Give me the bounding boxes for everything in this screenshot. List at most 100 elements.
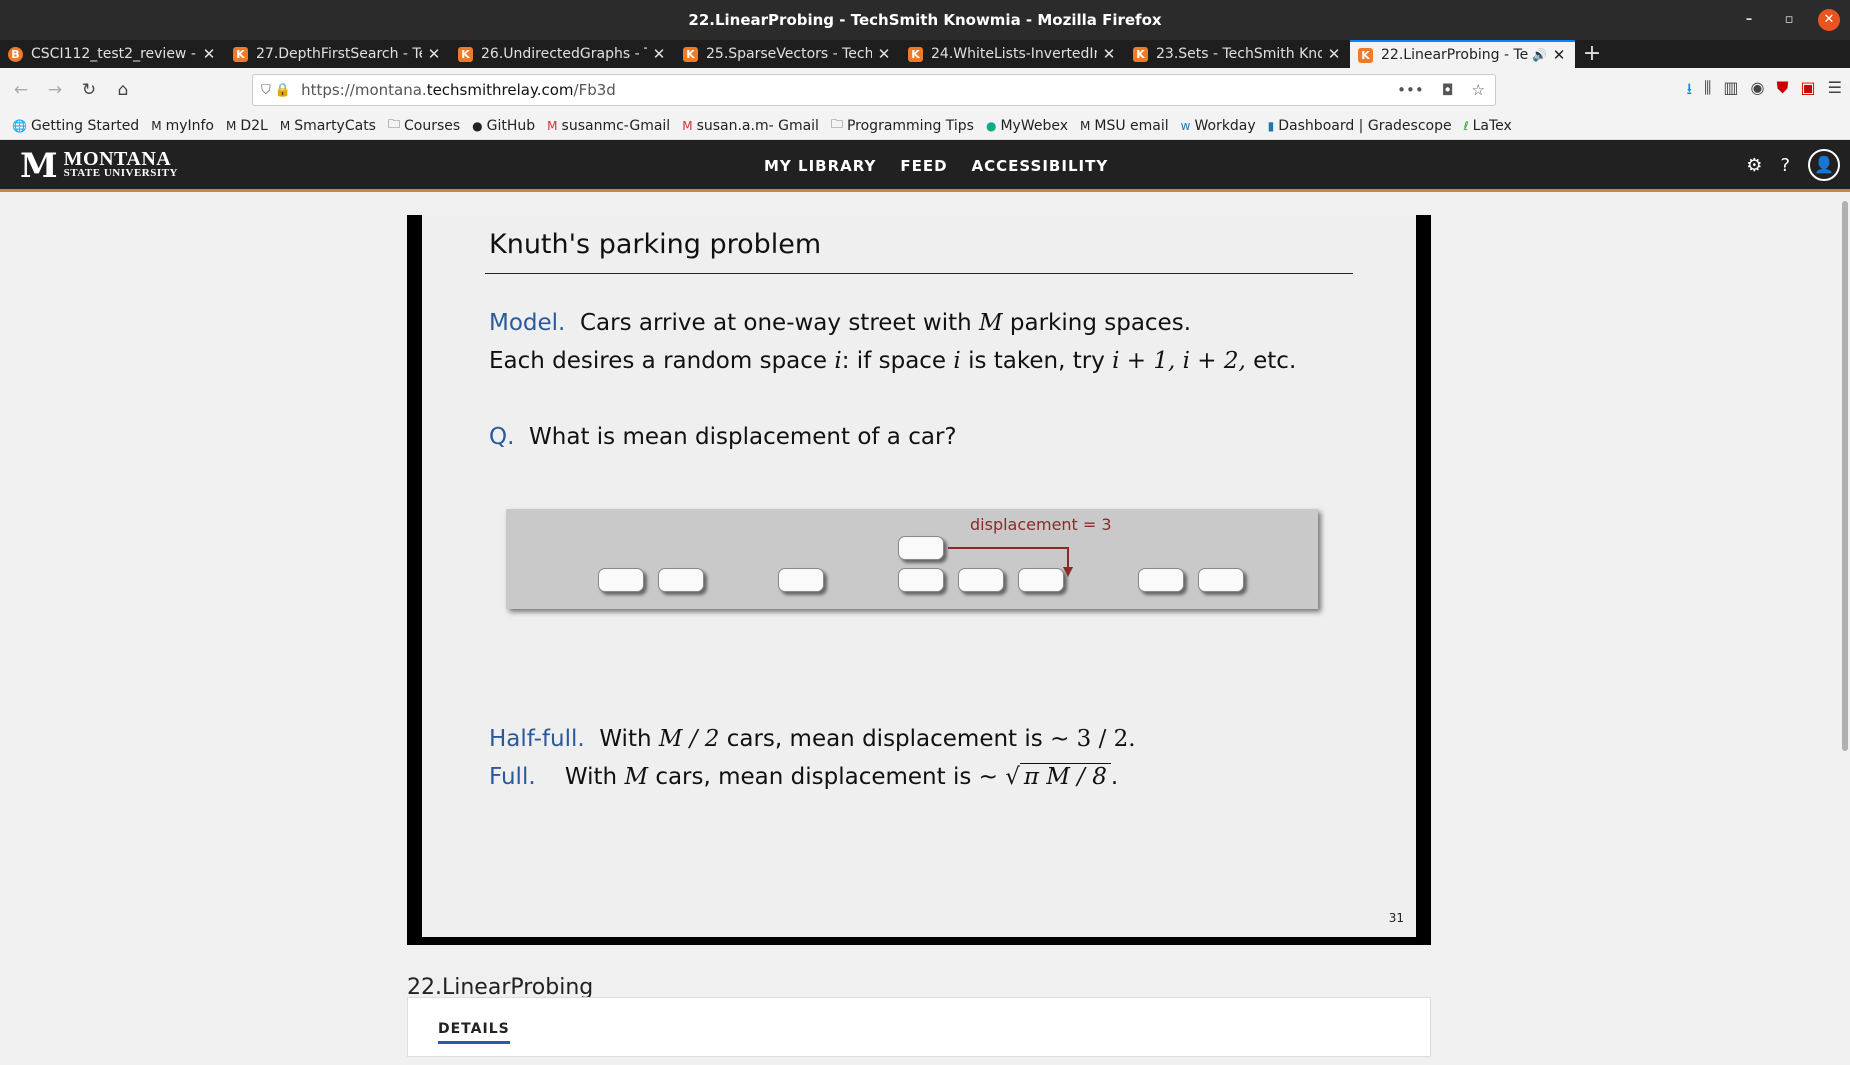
text: etc. (1253, 348, 1297, 374)
text: : if space (841, 348, 947, 374)
back-icon[interactable]: ← (13, 80, 29, 100)
scrollbar[interactable] (1842, 201, 1848, 751)
sqrt-icon: √ (1005, 764, 1020, 790)
browser-tab-active[interactable]: K 22.LinearProbing - Te 🔊 ✕ (1350, 40, 1575, 68)
var-m: M (624, 764, 648, 790)
reload-icon[interactable]: ↻ (81, 80, 97, 100)
value: 3 / 2. (1076, 726, 1136, 752)
close-tab-icon[interactable]: ✕ (652, 45, 666, 63)
browser-tab[interactable]: K 23.Sets - TechSmith Know ✕ (1125, 40, 1350, 68)
slide-page-number: 31 (1388, 911, 1404, 925)
help-icon[interactable]: ? (1780, 154, 1790, 176)
new-tab-button[interactable]: + (1582, 41, 1602, 66)
pocket-icon[interactable]: ◘ (1441, 81, 1454, 99)
logo-line2: STATE UNIVERSITY (63, 167, 178, 179)
parking-street: displacement = 3 (506, 509, 1318, 609)
forward-icon[interactable]: → (47, 80, 63, 100)
bookmark-item[interactable]: 🌐 Getting Started (12, 117, 140, 134)
url-bar[interactable]: ⛉ 🔒 https://montana. techsmithrelay.com/F… (252, 74, 1496, 106)
url-host: techsmithrelay.com (426, 81, 574, 99)
menu-icon[interactable]: ☰ (1827, 78, 1842, 97)
overleaf-icon: ℓ (1463, 118, 1469, 133)
download-icon[interactable]: ⭳ (1686, 79, 1693, 98)
bookmark-item[interactable]: ● MyWebex (985, 117, 1068, 134)
close-tab-icon[interactable]: ✕ (877, 45, 891, 63)
bookmark-star-icon[interactable]: ☆ (1471, 81, 1485, 99)
model-line: Model. Cars arrive at one-way street wit… (489, 310, 1191, 336)
browser-tab[interactable]: K 26.UndirectedGraphs - Te ✕ (450, 40, 675, 68)
bookmark-item[interactable]: ℓ LaTex (1463, 117, 1512, 134)
text: With (564, 764, 618, 790)
github-icon: ● (472, 118, 483, 133)
browser-tab[interactable]: K 25.SparseVectors - TechS ✕ (675, 40, 900, 68)
car (658, 568, 704, 592)
bookmark-item[interactable]: M D2L (225, 117, 268, 134)
video-player[interactable]: Knuth's parking problem Model. Cars arri… (407, 215, 1431, 945)
expr: M / 2 (658, 726, 720, 752)
browser-tab[interactable]: B CSCI112_test2_review - ✕ (0, 40, 225, 68)
sqrt-expr: π M / 8 (1019, 763, 1111, 790)
bookmark-item[interactable]: 🗀 Courses (388, 115, 460, 136)
page-actions-icon[interactable]: ••• (1397, 81, 1424, 99)
nav-accessibility[interactable]: ACCESSIBILITY (971, 157, 1109, 175)
tab-favicon-icon: K (683, 46, 698, 62)
tab-favicon-icon: K (908, 46, 923, 62)
home-icon[interactable]: ⌂ (117, 80, 129, 100)
nav-my-library[interactable]: MY LIBRARY (764, 157, 877, 175)
tab-details[interactable]: DETAILS (438, 1021, 510, 1044)
account-icon[interactable]: ◉ (1750, 78, 1765, 97)
msu-logo[interactable]: M MONTANA STATE UNIVERSITY (20, 148, 178, 184)
msu-icon: M (151, 118, 162, 133)
close-tab-icon[interactable]: ✕ (427, 45, 441, 63)
close-window-icon[interactable]: ✕ (1818, 9, 1840, 31)
text: is taken, try (968, 348, 1105, 374)
var-i: i (953, 348, 961, 374)
shield-icon[interactable]: ⛉ 🔒 (261, 82, 292, 98)
restore-icon[interactable]: ▫ (1784, 12, 1794, 27)
tab-label: CSCI112_test2_review - (31, 46, 196, 62)
library-icon[interactable]: ⫼ (1704, 78, 1712, 97)
extension-icon[interactable]: ▣ (1800, 78, 1816, 97)
folder-icon: 🗀 (830, 117, 843, 131)
car (958, 568, 1004, 592)
model-label: Model. (489, 310, 566, 336)
bookmark-item[interactable]: 🗀 Programming Tips (831, 115, 974, 136)
tab-label: 26.UndirectedGraphs - Te (481, 46, 647, 62)
tab-label: 22.LinearProbing - Te (1381, 47, 1529, 63)
ublock-icon[interactable]: ⛊ (1776, 78, 1789, 97)
tab-label: 25.SparseVectors - TechS (706, 46, 872, 62)
nav-feed[interactable]: FEED (900, 157, 948, 175)
sidebar-icon[interactable]: ▥ (1723, 78, 1739, 97)
bookmark-item[interactable]: M MSU email (1080, 117, 1169, 134)
globe-icon: 🌐 (12, 118, 27, 133)
displacement-label: displacement = 3 (970, 515, 1112, 534)
bookmark-item[interactable]: ▮ Dashboard | Gradescope (1267, 117, 1452, 134)
minimize-icon[interactable]: – (1745, 12, 1753, 27)
period: . (1110, 764, 1119, 790)
tab-favicon-icon: K (233, 46, 248, 62)
browser-tab[interactable]: K 24.WhiteLists-InvertedIn ✕ (900, 40, 1125, 68)
q-text: What is mean displacement of a car? (529, 424, 957, 450)
browser-tab[interactable]: K 27.DepthFirstSearch - Te ✕ (225, 40, 450, 68)
car (598, 568, 644, 592)
speaker-icon[interactable]: 🔊 (1532, 48, 1547, 62)
text: With (599, 726, 652, 752)
gear-icon[interactable]: ⚙ (1746, 154, 1763, 176)
bookmark-item[interactable]: M SmartyCats (279, 117, 376, 134)
gmail-icon: M (547, 118, 558, 133)
close-tab-icon[interactable]: ✕ (1102, 45, 1116, 63)
window-title: 22.LinearProbing - TechSmith Knowmia - M… (688, 11, 1162, 29)
close-tab-icon[interactable]: ✕ (1327, 45, 1341, 63)
gmail-icon: M (682, 118, 693, 133)
close-tab-icon[interactable]: ✕ (1552, 46, 1566, 64)
avatar[interactable]: 👤 (1808, 149, 1840, 181)
close-tab-icon[interactable]: ✕ (202, 45, 216, 63)
tab-favicon-icon: K (1358, 47, 1373, 63)
bookmark-item[interactable]: w Workday (1180, 117, 1256, 134)
window-titlebar: 22.LinearProbing - TechSmith Knowmia - M… (0, 0, 1850, 40)
bookmark-item[interactable]: ● GitHub (472, 117, 536, 134)
desire-line: Each desires a random space i: if space … (489, 348, 1296, 374)
